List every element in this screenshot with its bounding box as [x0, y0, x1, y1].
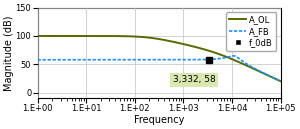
A_FB: [36, 59, 39, 61]
A_OL: [180, 43, 183, 44]
Legend: A_OL, A_FB, f_0dB: A_OL, A_FB, f_0dB: [226, 12, 276, 50]
A_FB: [180, 59, 183, 61]
A_FB: [216, 58, 220, 60]
A_OL: [36, 35, 39, 37]
Y-axis label: Magnitude (dB): Magnitude (dB): [4, 15, 14, 91]
Line: A_FB: A_FB: [38, 56, 280, 81]
A_FB: [279, 80, 282, 82]
A_FB: [190, 59, 194, 61]
A_OL: [216, 53, 220, 54]
A_OL: [124, 35, 127, 37]
Text: 3,332, 58: 3,332, 58: [172, 75, 215, 84]
A_OL: [279, 80, 282, 82]
Line: A_OL: A_OL: [38, 36, 280, 81]
A_FB: [232, 55, 235, 57]
A_OL: [190, 45, 194, 47]
A_OL: [48, 35, 52, 37]
A_FB: [229, 55, 232, 57]
A_FB: [124, 59, 127, 61]
A_OL: [229, 58, 232, 59]
X-axis label: Frequency: Frequency: [134, 115, 184, 125]
A_FB: [48, 59, 52, 61]
